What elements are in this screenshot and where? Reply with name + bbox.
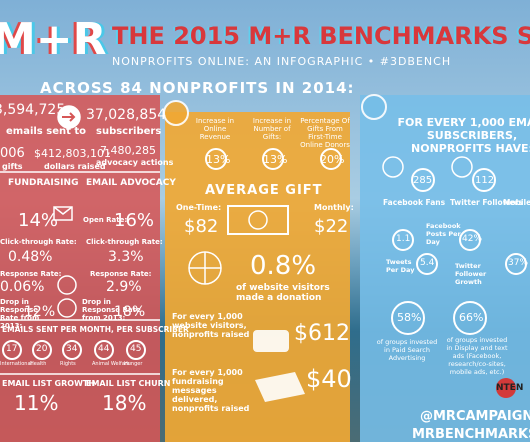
label: Animal Welfare [92,361,130,367]
label: Increase in Online Revenue [195,117,235,141]
stat: 45 [130,344,142,354]
stat: 11% [14,391,59,415]
stat: 5.4 [420,258,435,268]
heading: EMAIL LIST CHURN [86,379,171,388]
stat: 3.3% [108,249,144,265]
title: THE 2015 M+R BENCHMARKS STUDY [112,22,530,50]
stat: $412,803,101 [34,147,111,160]
label: Click-through Rate: [0,238,77,246]
stat: 58% [397,311,422,324]
label: subscribers [96,126,162,137]
label: Response Rate: [90,270,152,278]
label: dollars raised [44,162,106,171]
label: gifts [2,162,23,171]
label: Open Rate: [83,216,128,224]
stat: 34 [66,344,78,354]
stat: 16% [114,210,155,231]
email-panel [0,95,160,442]
stat: 18% [114,304,146,320]
stat: $40 [306,365,352,393]
stat: 2.9% [106,279,142,295]
stat: 20 [36,344,48,354]
stat: 12% [24,304,56,320]
stat: 7,480,285 [100,144,156,157]
label: Twitter Followers [450,198,523,207]
label: Increase in Number of Gifts: [252,117,292,141]
label: Rights [60,361,76,367]
label: For every 1,000 fundraising messages del… [172,368,250,413]
label: International [0,361,32,367]
heading: EMAIL LIST GROWTH [2,379,96,388]
label: Drop in Response Rate from 2013: [82,298,141,322]
label: of website visitors made a donation [236,283,330,303]
label: Drop in Response Rate from 2013: [0,298,40,330]
stat: 44 [98,344,110,354]
stat: 0.06% [0,279,45,295]
stat: 66% [459,311,484,324]
stat: 1.1 [396,234,411,244]
stat: 14% [18,210,59,231]
stat: $612 [294,321,350,346]
label: Twitter Follower Growth [455,262,487,286]
subtitle: NONPROFITS ONLINE: AN INFOGRAPHIC • #3DB… [112,55,452,68]
stat: 112 [475,175,495,186]
label: Monthly: [314,203,354,212]
stat: 13% [206,153,231,166]
label: Facebook Posts Per Day [426,222,461,246]
stat: 42% [462,234,483,244]
label: emails sent to [6,126,87,137]
heading: FUNDRAISING [8,178,79,188]
logo: NTEN [496,383,524,393]
stat: 0.8% [250,251,317,281]
label: Response Rate: [0,270,62,278]
heading: EMAIL ADVOCACY [86,178,176,188]
footer-text: @MRCAMPAIGNS [420,409,530,424]
stat: 17 [6,344,18,354]
fundraising-panel [165,112,350,442]
stat: 3,594,725 [0,102,66,118]
stat: 006 [0,146,25,161]
intro: ACROSS 84 NONPROFITS IN 2014: [40,79,355,97]
label: of groups invested in Paid Search Advert… [376,338,438,362]
label: Hunger [124,361,143,367]
label: Click-through Rate: [86,238,163,246]
stat: 13% [263,153,288,166]
label: One-Time: [176,203,222,212]
footer-text: MRBENCHMARKS.COM [412,427,530,442]
label: Facebook Fans [383,198,446,207]
logo: M+R [0,14,107,65]
label: Tweets Per Day [386,258,415,274]
label: advocacy actions [96,158,174,167]
stat: 37% [508,258,529,268]
stat: $22 [314,216,349,237]
label: For every 1,000 website visitors, nonpro… [172,312,250,339]
label: Health [30,361,47,367]
label: of groups invested in Display and text a… [446,336,508,376]
stat: 18% [102,391,147,415]
label: Percentage Of Gifts From First-Time Onli… [300,117,350,149]
stat: 285 [413,175,433,186]
heading: AVERAGE GIFT [205,183,323,198]
stat: 37,028,854 [86,107,167,123]
label: Mobile Subscribers [503,198,530,207]
stat: 0.48% [8,249,53,265]
heading: FOR EVERY 1,000 EMAIL SUBSCRIBERS, NONPR… [397,116,530,155]
heading: EMAILS SENT PER MONTH, PER SUBSCRIBER [2,325,189,334]
stat: $82 [184,216,219,237]
stat: 20% [320,153,345,166]
